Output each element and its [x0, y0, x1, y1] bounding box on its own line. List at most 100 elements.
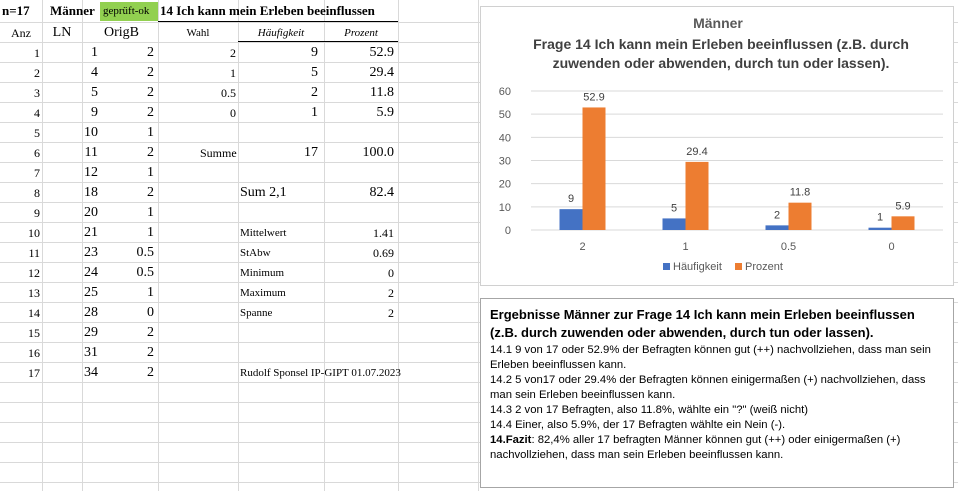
gridline	[0, 342, 958, 343]
cell-origb[interactable]: 2	[147, 145, 154, 160]
cell-summe-label[interactable]: Summe	[200, 146, 237, 160]
cell-stat-value[interactable]: 2	[388, 306, 394, 320]
cell-anz[interactable]: 8	[34, 186, 40, 200]
cell-ln[interactable]: 10	[84, 125, 98, 140]
cell-stat-value[interactable]: 2	[388, 286, 394, 300]
cell-stat-label[interactable]: StAbw	[240, 247, 271, 259]
results-textbox[interactable]: Ergebnisse Männer zur Frage 14 Ich kann …	[480, 298, 954, 488]
cell-anz[interactable]: 13	[28, 286, 40, 300]
cell-ln[interactable]: 28	[84, 305, 98, 320]
cell-n[interactable]: n=17	[2, 3, 30, 18]
cell-anz[interactable]: 5	[34, 126, 40, 140]
cell-ln[interactable]: 11	[84, 145, 98, 160]
legend-label: Prozent	[745, 261, 783, 273]
cell-origb[interactable]: 2	[147, 325, 154, 340]
cell-stat-label[interactable]: Spanne	[240, 307, 273, 319]
cell-anz[interactable]: 6	[34, 146, 40, 160]
cell-stat-value[interactable]: 1.41	[373, 226, 394, 240]
header-anz[interactable]: Anz	[11, 26, 31, 40]
gridline	[0, 382, 958, 383]
cell-origb[interactable]: 1	[147, 225, 154, 240]
chart-subtitle: Frage 14 Ich kann mein Erleben beeinflus…	[533, 36, 909, 71]
cell-origb[interactable]: 1	[147, 165, 154, 180]
cell-ln[interactable]: 18	[84, 185, 98, 200]
cell-anz[interactable]: 16	[28, 346, 40, 360]
cell-origb[interactable]: 2	[147, 345, 154, 360]
cell-question-title[interactable]: 14 Ich kann mein Erleben beeinflussen	[160, 3, 375, 18]
cell-stat-value[interactable]: 0.69	[373, 246, 394, 260]
cell-origb[interactable]: 2	[147, 185, 154, 200]
cell-ln[interactable]: 23	[84, 245, 98, 260]
cell-haeufigkeit[interactable]: 9	[311, 45, 318, 60]
cell-stat-label[interactable]: Mittelwert	[240, 227, 287, 239]
header-prozent[interactable]: Prozent	[344, 27, 378, 39]
cell-stat-label[interactable]: Minimum	[240, 267, 285, 279]
cell-checked[interactable]: geprüft-ok	[103, 5, 150, 17]
bar	[891, 216, 915, 230]
gridline	[0, 262, 958, 263]
cell-anz[interactable]: 9	[34, 206, 40, 220]
cell-wahl[interactable]: 1	[230, 66, 236, 80]
cell-origb[interactable]: 1	[147, 125, 154, 140]
header-origb[interactable]: OrigB	[104, 25, 139, 40]
chart-title: Männer	[693, 15, 743, 31]
cell-prozent[interactable]: 11.8	[370, 85, 394, 100]
cell-anz[interactable]: 10	[28, 226, 40, 240]
cell-origb[interactable]: 0.5	[136, 265, 155, 280]
bar-chart[interactable]: Männer Frage 14 Ich kann mein Erleben be…	[480, 6, 954, 286]
cell-credit[interactable]: Rudolf Sponsel IP-GIPT 01.07.2023	[240, 367, 401, 379]
cell-ln[interactable]: 29	[84, 325, 98, 340]
cell-anz[interactable]: 1	[34, 46, 40, 60]
cell-prozent[interactable]: 5.9	[376, 105, 395, 120]
cell-haeufigkeit[interactable]: 5	[311, 65, 318, 80]
cell-anz[interactable]: 3	[34, 86, 40, 100]
cell-anz[interactable]: 12	[28, 266, 40, 280]
header-wahl[interactable]: Wahl	[186, 27, 210, 39]
cell-ln[interactable]: 5	[91, 85, 98, 100]
cell-anz[interactable]: 17	[28, 366, 40, 380]
cell-summe-prozent[interactable]: 100.0	[362, 145, 395, 160]
gridline	[238, 0, 239, 491]
cell-sum21-label[interactable]: Sum 2,1	[240, 185, 287, 200]
cell-ln[interactable]: 34	[84, 365, 98, 380]
cell-origb[interactable]: 2	[147, 365, 154, 380]
cell-sum21-prozent[interactable]: 82.4	[369, 185, 395, 200]
y-tick-label: 30	[499, 156, 511, 168]
cell-anz[interactable]: 4	[34, 106, 40, 120]
cell-ln[interactable]: 12	[84, 165, 98, 180]
cell-ln[interactable]: 20	[84, 205, 98, 220]
cell-prozent[interactable]: 29.4	[369, 65, 395, 80]
cell-anz[interactable]: 14	[28, 306, 40, 320]
cell-stat-label[interactable]: Maximum	[240, 287, 286, 299]
cell-origb[interactable]: 1	[147, 285, 154, 300]
cell-ln[interactable]: 24	[84, 265, 98, 280]
cell-stat-value[interactable]: 0	[388, 266, 394, 280]
cell-anz[interactable]: 15	[28, 326, 40, 340]
cell-ln[interactable]: 9	[91, 105, 98, 120]
cell-anz[interactable]: 11	[28, 246, 40, 260]
header-ln[interactable]: LN	[52, 25, 72, 40]
cell-haeufigkeit[interactable]: 1	[311, 105, 318, 120]
cell-anz[interactable]: 2	[34, 66, 40, 80]
cell-origb[interactable]: 0.5	[136, 245, 155, 260]
cell-origb[interactable]: 0	[147, 305, 154, 320]
cell-wahl[interactable]: 0.5	[221, 86, 236, 100]
cell-wahl[interactable]: 2	[230, 46, 236, 60]
cell-haeufigkeit[interactable]: 2	[311, 85, 318, 100]
cell-ln[interactable]: 25	[84, 285, 98, 300]
cell-anz[interactable]: 7	[34, 166, 40, 180]
cell-ln[interactable]: 4	[91, 65, 98, 80]
cell-prozent[interactable]: 52.9	[369, 45, 395, 60]
cell-wahl[interactable]: 0	[230, 106, 236, 120]
cell-origb[interactable]: 2	[147, 45, 154, 60]
cell-ln[interactable]: 1	[91, 45, 98, 60]
cell-origb[interactable]: 2	[147, 105, 154, 120]
cell-ln[interactable]: 31	[84, 345, 98, 360]
cell-summe-haeufigkeit[interactable]: 17	[304, 145, 318, 160]
cell-origb[interactable]: 1	[147, 205, 154, 220]
cell-ln[interactable]: 21	[84, 225, 98, 240]
cell-origb[interactable]: 2	[147, 65, 154, 80]
cell-origb[interactable]: 2	[147, 85, 154, 100]
cell-gender[interactable]: Männer	[50, 3, 95, 18]
header-haeufigkeit[interactable]: Häufigkeit	[257, 27, 305, 39]
